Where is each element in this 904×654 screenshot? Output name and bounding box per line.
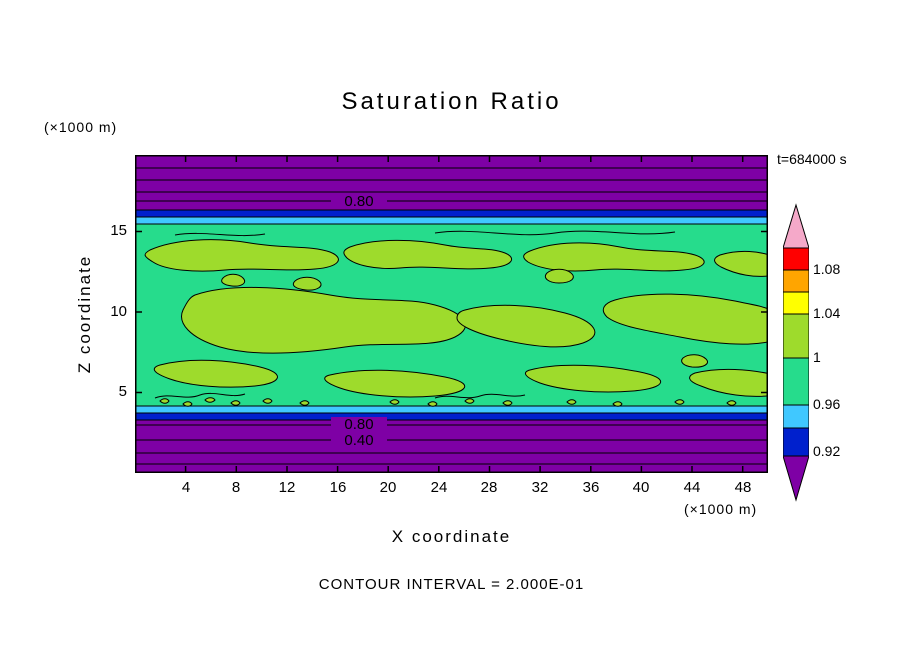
chart-title: Saturation Ratio	[341, 88, 562, 115]
colorbar-label-1.08: 1.08	[813, 261, 841, 277]
plot-border	[135, 155, 768, 473]
contour-label-bottom-upper: 0.80	[344, 416, 373, 433]
x-tick-label-4: 4	[181, 479, 191, 496]
colorbar-label-1.04: 1.04	[813, 305, 841, 321]
colorbar-segment-blue	[783, 427, 809, 457]
contour-label-mask-top	[331, 193, 387, 209]
colorbar-label-0.96: 0.96	[813, 396, 841, 412]
x-tick-label-48: 48	[734, 479, 752, 496]
x-tick-label-44: 44	[683, 479, 701, 496]
bottom-blue-band	[135, 413, 768, 420]
colorbar-segment-cyan	[783, 404, 809, 429]
bottom-cyan-band	[135, 406, 768, 413]
x-tick-label-24: 24	[430, 479, 448, 496]
y-axis-unit: (×1000 m)	[44, 119, 118, 135]
x-axis-label: X coordinate	[391, 527, 512, 546]
colorbar-label-0.92: 0.92	[813, 443, 841, 459]
contour-interval-label: CONTOUR INTERVAL = 2.000E-01	[318, 576, 585, 593]
x-tick-label-16: 16	[329, 479, 347, 496]
colorbar-segment-spring-green	[783, 357, 809, 406]
colorbar-label-1: 1	[813, 349, 821, 365]
top-cyan-band	[135, 217, 768, 224]
contour-label-group: 0.80 0.80 0.40	[331, 193, 387, 449]
colorbar	[783, 203, 809, 502]
contour-plot: 0.80 0.80 0.40	[135, 155, 768, 473]
open-contour-squiggles	[154, 230, 676, 399]
top-purple-band	[135, 155, 768, 210]
x-tick-label-20: 20	[379, 479, 397, 496]
top-blue-band	[135, 210, 768, 217]
x-tick-label-28: 28	[480, 479, 498, 496]
colorbar-segment-yellow-green	[783, 313, 809, 359]
value1-contour-blobs	[144, 239, 768, 407]
bottom-purple-band	[135, 420, 768, 473]
y-tick-label-5: 5	[118, 383, 127, 400]
x-tick-label-32: 32	[531, 479, 549, 496]
y-axis-label: Z coordinate	[75, 254, 94, 374]
colorbar-tip-low	[783, 455, 809, 502]
colorbar-segment-red	[783, 247, 809, 271]
colorbar-tip-high	[783, 203, 809, 249]
x-tick-label-36: 36	[582, 479, 600, 496]
colorbar-segment-yellow	[783, 291, 809, 315]
contour-label-mask-bottom-lower	[331, 433, 387, 448]
y-tick-label-10: 10	[110, 303, 127, 320]
x-tick-label-8: 8	[231, 479, 241, 496]
contour-label-mask-bottom-upper	[331, 417, 387, 432]
x-tick-label-12: 12	[278, 479, 296, 496]
x-tick-label-40: 40	[632, 479, 650, 496]
time-label: t=684000 s	[777, 151, 847, 167]
contour-label-bottom-lower: 0.40	[344, 432, 373, 449]
horizontal-contour-lines	[135, 167, 768, 465]
x-axis-unit: (×1000 m)	[684, 501, 758, 517]
colorbar-segment-orange	[783, 269, 809, 293]
y-tick-label-15: 15	[110, 222, 127, 239]
contour-label-top: 0.80	[344, 193, 373, 210]
